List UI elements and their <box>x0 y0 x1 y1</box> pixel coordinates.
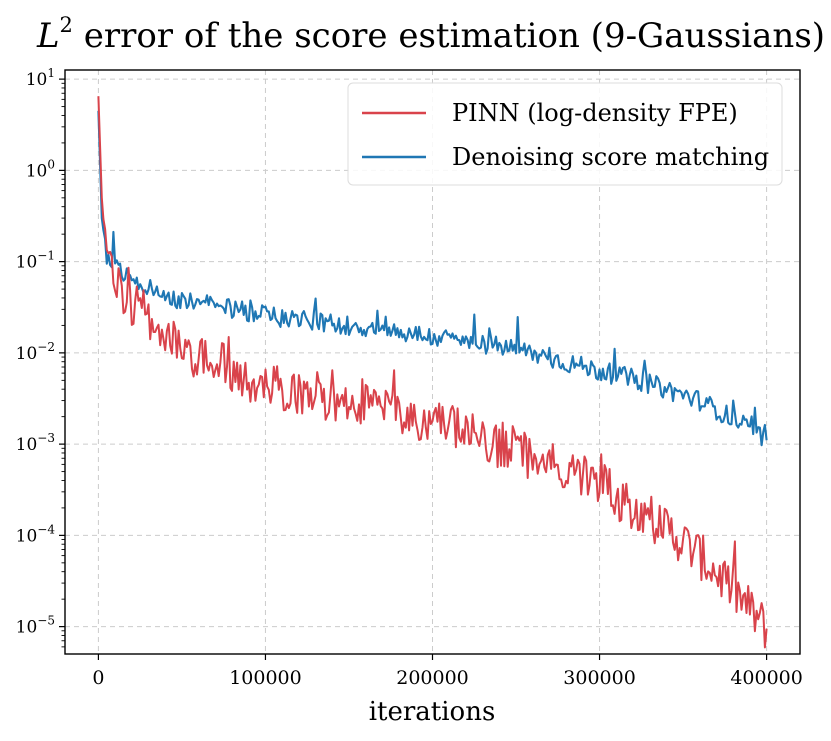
y-tick-label: 100 <box>26 157 55 181</box>
x-tick-label: 200000 <box>396 667 469 689</box>
legend-label-dsm: Denoising score matching <box>452 143 769 171</box>
legend-label-pinn: PINN (log-density FPE) <box>452 99 738 127</box>
y-tick-label: 10−3 <box>16 431 55 455</box>
x-axis-ticks: 0 100000 200000 300000 400000 <box>92 654 803 689</box>
legend: PINN (log-density FPE) Denoising score m… <box>347 82 783 186</box>
chart-title-text: error of the score estimation (9-Gaussia… <box>73 16 825 56</box>
chart-title-superscript: 2 <box>60 13 73 37</box>
y-tick-label: 10−4 <box>16 522 56 546</box>
chart-title-symbol: L <box>36 16 60 56</box>
chart-title: L2 error of the score estimation (9-Gaus… <box>36 13 825 56</box>
y-tick-label: 10−2 <box>16 340 55 364</box>
series-lines <box>97 96 768 649</box>
x-tick-label: 0 <box>92 667 104 689</box>
x-tick-label: 300000 <box>563 667 636 689</box>
series-line-pinn <box>97 96 768 649</box>
y-tick-label: 101 <box>26 66 55 90</box>
y-tick-label: 10−1 <box>16 249 55 273</box>
x-axis-label: iterations <box>369 697 496 727</box>
legend-box <box>347 82 783 186</box>
y-tick-label: 10−5 <box>16 614 55 638</box>
series-line-dsm <box>97 110 768 447</box>
x-tick-label: 100000 <box>229 667 302 689</box>
y-axis-ticks: 101 100 10−1 10−2 10−3 10−4 10−5 <box>16 66 65 648</box>
x-tick-label: 400000 <box>730 667 803 689</box>
